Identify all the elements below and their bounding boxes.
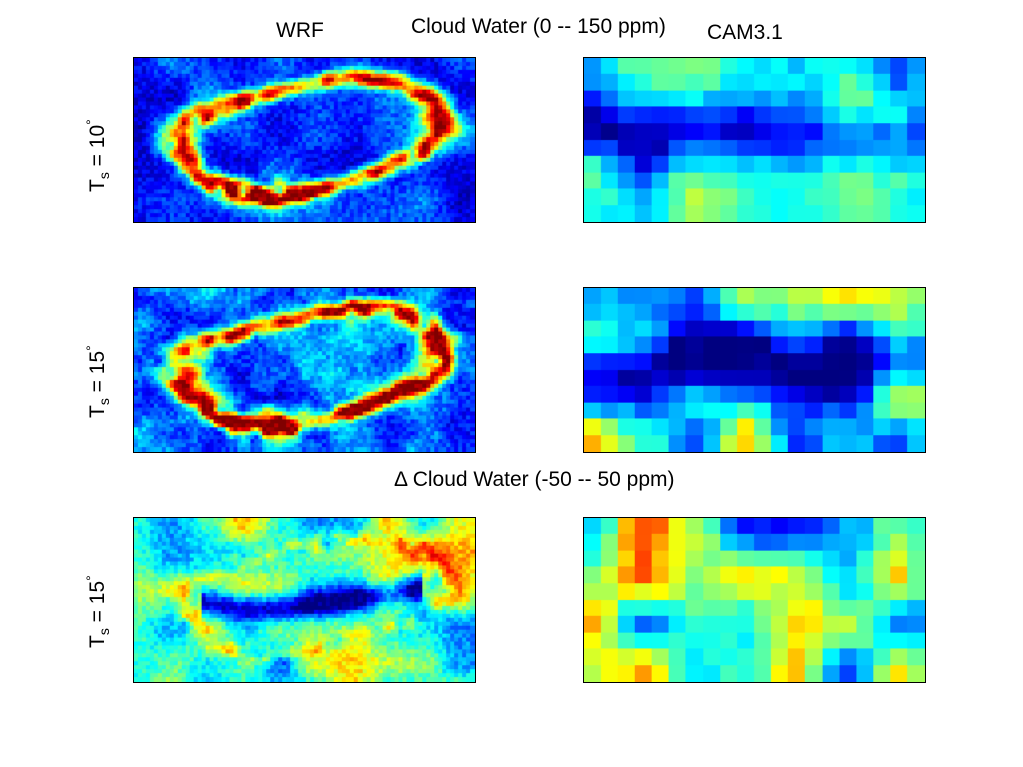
- right-column-title: CAM3.1: [707, 21, 783, 44]
- bottom-section-title: Δ Cloud Water (-50 -- 50 ppm): [394, 468, 675, 491]
- row-label-1: Ts = 10°: [83, 119, 113, 192]
- heatmap-cam-ts15: [583, 287, 926, 453]
- left-column-title: WRF: [276, 19, 324, 42]
- heatmap-wrf-ts15: [133, 287, 476, 453]
- heatmap-cam-ts10: [583, 57, 926, 223]
- heatmap-cells: [134, 58, 475, 222]
- heatmap-wrf-ts10: [133, 57, 476, 223]
- heatmap-cells: [584, 58, 925, 222]
- heatmap-cells: [584, 288, 925, 452]
- top-section-title: Cloud Water (0 -- 150 ppm): [411, 15, 666, 38]
- row-label-2: Ts = 15°: [83, 345, 113, 418]
- heatmap-cam-delta: [583, 517, 926, 683]
- row-label-3: Ts = 15°: [83, 575, 113, 648]
- heatmap-wrf-delta: [133, 517, 476, 683]
- heatmap-cells: [584, 518, 925, 682]
- heatmap-cells: [134, 288, 475, 452]
- heatmap-cells: [134, 518, 475, 682]
